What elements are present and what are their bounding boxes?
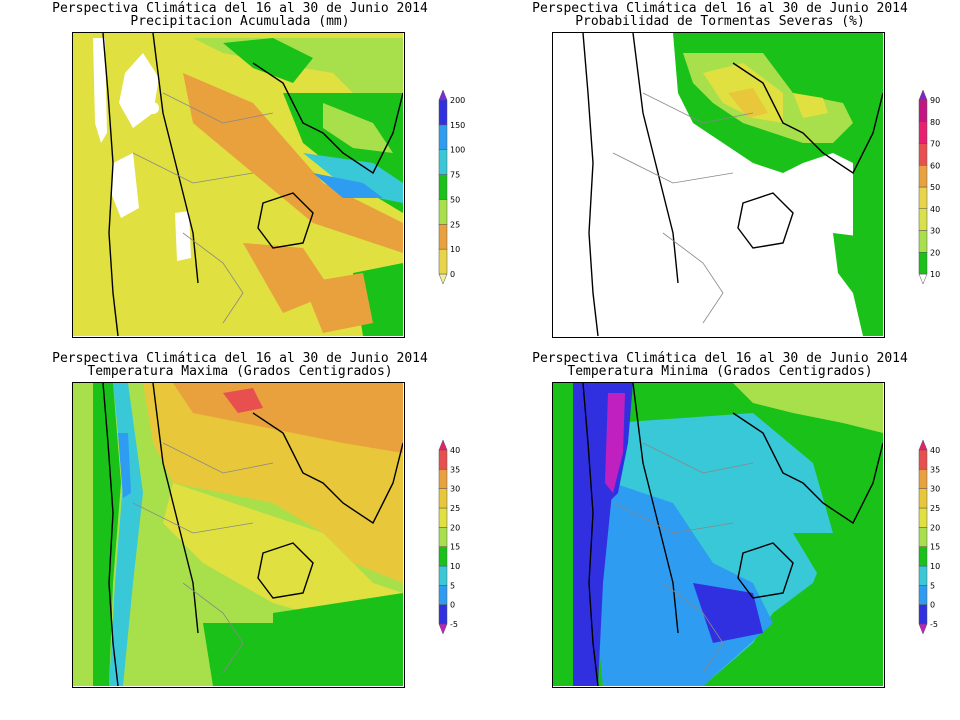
colorbar-tick-label: 80 xyxy=(930,118,940,127)
colorbar-tick-label: -5 xyxy=(450,620,458,629)
tmin-map xyxy=(552,382,885,688)
colorbar-tick-label: 30 xyxy=(450,485,460,494)
colorbar-segment xyxy=(918,507,928,528)
storms-title-line2: Probabilidad de Tormentas Severas (%) xyxy=(575,14,865,29)
precip-colorbar: 0 10 25 50 75 100 150 200 xyxy=(437,88,477,288)
colorbar-tick-label: 15 xyxy=(450,543,460,552)
colorbar-segment xyxy=(918,143,928,166)
tmax-colorbar: -5 0 5 10 15 20 25 30 35 40 xyxy=(437,438,477,638)
colorbar-tick-label: -5 xyxy=(930,620,938,629)
tmax-title-line2: Temperatura Maxima (Grados Centigrados) xyxy=(87,364,393,379)
colorbar-tick-label: 5 xyxy=(450,581,455,590)
colorbar-segment xyxy=(918,469,928,489)
colorbar-tick-label: 10 xyxy=(450,562,460,571)
colorbar-bottom-triangle xyxy=(918,623,928,635)
colorbar-segment xyxy=(918,121,928,144)
colorbar-segment xyxy=(438,449,448,470)
colorbar-tick-label: 60 xyxy=(930,161,940,170)
precip-title-line1: Perspectiva Climática del 16 al 30 de Ju… xyxy=(52,1,428,16)
colorbar-segment xyxy=(918,230,928,253)
colorbar-segment xyxy=(438,174,448,200)
colorbar-tick-label: 40 xyxy=(930,446,940,455)
colorbar-segment xyxy=(438,469,448,489)
colorbar-segment xyxy=(918,252,928,275)
colorbar-tick-label: 10 xyxy=(450,245,460,254)
colorbar-segment xyxy=(918,565,928,586)
colorbar-segment xyxy=(438,507,448,528)
colorbar-segment xyxy=(918,208,928,231)
colorbar-top-triangle xyxy=(438,439,448,451)
colorbar-tick-label: 100 xyxy=(450,146,465,155)
colorbar-tick-label: 0 xyxy=(450,601,455,610)
colorbar-segment xyxy=(918,527,928,547)
colorbar-segment xyxy=(438,488,448,509)
colorbar-tick-label: 30 xyxy=(930,227,940,236)
tmax-title-line1: Perspectiva Climática del 16 al 30 de Ju… xyxy=(52,351,428,366)
colorbar-segment xyxy=(918,488,928,509)
colorbar-tick-label: 25 xyxy=(450,220,460,229)
colorbar-tick-label: 0 xyxy=(930,601,935,610)
colorbar-tick-label: 5 xyxy=(930,581,935,590)
colorbar-tick-label: 40 xyxy=(930,205,940,214)
colorbar-segment xyxy=(918,165,928,188)
colorbar-bottom-triangle xyxy=(438,273,448,285)
tmin-colorbar: -5 0 5 10 15 20 25 30 35 40 xyxy=(917,438,957,638)
colorbar-tick-label: 75 xyxy=(450,171,460,180)
storms-panel: Perspectiva Climática del 16 al 30 de Ju… xyxy=(480,0,960,360)
precip-title-line2: Precipitacion Acumulada (mm) xyxy=(130,14,350,29)
storms-title-line1: Perspectiva Climática del 16 al 30 de Ju… xyxy=(532,1,908,16)
colorbar-tick-label: 25 xyxy=(930,504,940,513)
storms-map xyxy=(552,32,885,338)
colorbar-tick-label: 50 xyxy=(450,195,460,204)
colorbar-tick-label: 10 xyxy=(930,270,940,279)
colorbar-tick-label: 30 xyxy=(930,485,940,494)
colorbar-segment xyxy=(918,604,928,625)
colorbar-segment xyxy=(918,186,928,209)
colorbar-segment xyxy=(438,199,448,225)
colorbar-tick-label: 20 xyxy=(930,248,940,257)
colorbar-tick-label: 70 xyxy=(930,140,940,149)
colorbar-segment xyxy=(918,546,928,567)
colorbar-top-triangle xyxy=(918,439,928,451)
colorbar-segment xyxy=(438,224,448,250)
colorbar-segment xyxy=(438,604,448,625)
colorbar-tick-label: 20 xyxy=(450,523,460,532)
colorbar-tick-label: 0 xyxy=(450,270,455,279)
precip-map xyxy=(72,32,405,338)
colorbar-tick-label: 50 xyxy=(930,183,940,192)
colorbar-segment xyxy=(438,527,448,547)
colorbar-segment xyxy=(438,546,448,567)
colorbar-segment xyxy=(438,565,448,586)
colorbar-tick-label: 35 xyxy=(450,465,460,474)
colorbar-tick-label: 25 xyxy=(450,504,460,513)
colorbar-tick-label: 35 xyxy=(930,465,940,474)
tmax-panel: Perspectiva Climática del 16 al 30 de Ju… xyxy=(0,350,480,710)
tmin-title-line1: Perspectiva Climática del 16 al 30 de Ju… xyxy=(532,351,908,366)
colorbar-segment xyxy=(438,99,448,126)
colorbar-segment xyxy=(918,99,928,122)
tmax-map xyxy=(72,382,405,688)
colorbar-bottom-triangle xyxy=(918,273,928,285)
precip-panel: Perspectiva Climática del 16 al 30 de Ju… xyxy=(0,0,480,360)
colorbar-bottom-triangle xyxy=(438,623,448,635)
colorbar-segment xyxy=(918,585,928,605)
colorbar-tick-label: 20 xyxy=(930,523,940,532)
colorbar-top-triangle xyxy=(918,89,928,101)
colorbar-tick-label: 150 xyxy=(450,121,465,130)
colorbar-segment xyxy=(918,449,928,470)
colorbar-tick-label: 200 xyxy=(450,96,465,105)
tmin-title-line2: Temperatura Minima (Grados Centigrados) xyxy=(567,364,873,379)
colorbar-segment xyxy=(438,149,448,175)
colorbar-tick-label: 40 xyxy=(450,446,460,455)
colorbar-tick-label: 10 xyxy=(930,562,940,571)
colorbar-top-triangle xyxy=(438,89,448,101)
storms-colorbar: 10 20 30 40 50 60 70 80 90 xyxy=(917,88,957,288)
tmin-panel: Perspectiva Climática del 16 al 30 de Ju… xyxy=(480,350,960,710)
colorbar-segment xyxy=(438,248,448,275)
colorbar-tick-label: 90 xyxy=(930,96,940,105)
colorbar-tick-label: 15 xyxy=(930,543,940,552)
colorbar-segment xyxy=(438,585,448,605)
colorbar-segment xyxy=(438,124,448,150)
